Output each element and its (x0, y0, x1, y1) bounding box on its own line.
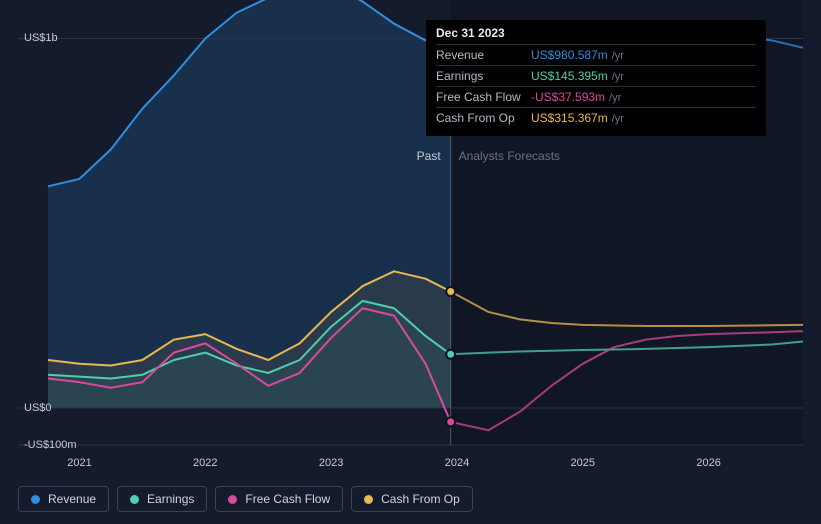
zone-label-forecast: Analysts Forecasts (459, 149, 560, 163)
legend-dot (364, 495, 373, 504)
zone-label-past: Past (401, 149, 441, 163)
tooltip-row: RevenueUS$980.587m/yr (436, 44, 756, 65)
x-axis-label: 2021 (67, 457, 91, 469)
legend-label: Earnings (147, 492, 194, 506)
legend-label: Cash From Op (381, 492, 460, 506)
tooltip-row: EarningsUS$145.395m/yr (436, 65, 756, 86)
tooltip-unit: /yr (612, 113, 624, 125)
legend-label: Free Cash Flow (245, 492, 330, 506)
x-axis-label: 2025 (571, 457, 595, 469)
chart-tooltip: Dec 31 2023 RevenueUS$980.587m/yrEarning… (426, 20, 766, 136)
legend-label: Revenue (48, 492, 96, 506)
tooltip-value: US$980.587m (531, 48, 608, 62)
x-axis-label: 2022 (193, 457, 217, 469)
tooltip-value: US$315.367m (531, 111, 608, 125)
x-axis-label: 2023 (319, 457, 343, 469)
x-axis-label: 2024 (445, 457, 469, 469)
tooltip-date: Dec 31 2023 (436, 26, 756, 44)
legend-item-cash-from-op[interactable]: Cash From Op (351, 486, 473, 512)
x-axis-label: 2026 (696, 457, 720, 469)
legend-item-revenue[interactable]: Revenue (18, 486, 109, 512)
tooltip-metric: Cash From Op (436, 111, 531, 125)
y-axis-label: US$1b (24, 32, 58, 44)
legend-item-earnings[interactable]: Earnings (117, 486, 207, 512)
legend-dot (130, 495, 139, 504)
tooltip-metric: Free Cash Flow (436, 90, 531, 104)
y-axis-label: US$0 (24, 402, 52, 414)
chart-legend: Revenue Earnings Free Cash Flow Cash From O… (18, 486, 473, 512)
tooltip-metric: Revenue (436, 48, 531, 62)
legend-item-free-cash-flow[interactable]: Free Cash Flow (215, 486, 343, 512)
financials-chart: US$1b US$0 -US$100m 2021 2022 2023 2024 2025 20… (0, 0, 821, 524)
y-axis-label: -US$100m (24, 439, 77, 451)
tooltip-unit: /yr (612, 50, 624, 62)
legend-dot (31, 495, 40, 504)
tooltip-unit: /yr (609, 92, 621, 104)
tooltip-row: Free Cash Flow-US$37.593m/yr (436, 86, 756, 107)
tooltip-unit: /yr (612, 71, 624, 83)
tooltip-value: US$145.395m (531, 69, 608, 83)
legend-dot (228, 495, 237, 504)
tooltip-row: Cash From OpUS$315.367m/yr (436, 107, 756, 128)
tooltip-value: -US$37.593m (531, 90, 605, 104)
tooltip-metric: Earnings (436, 69, 531, 83)
